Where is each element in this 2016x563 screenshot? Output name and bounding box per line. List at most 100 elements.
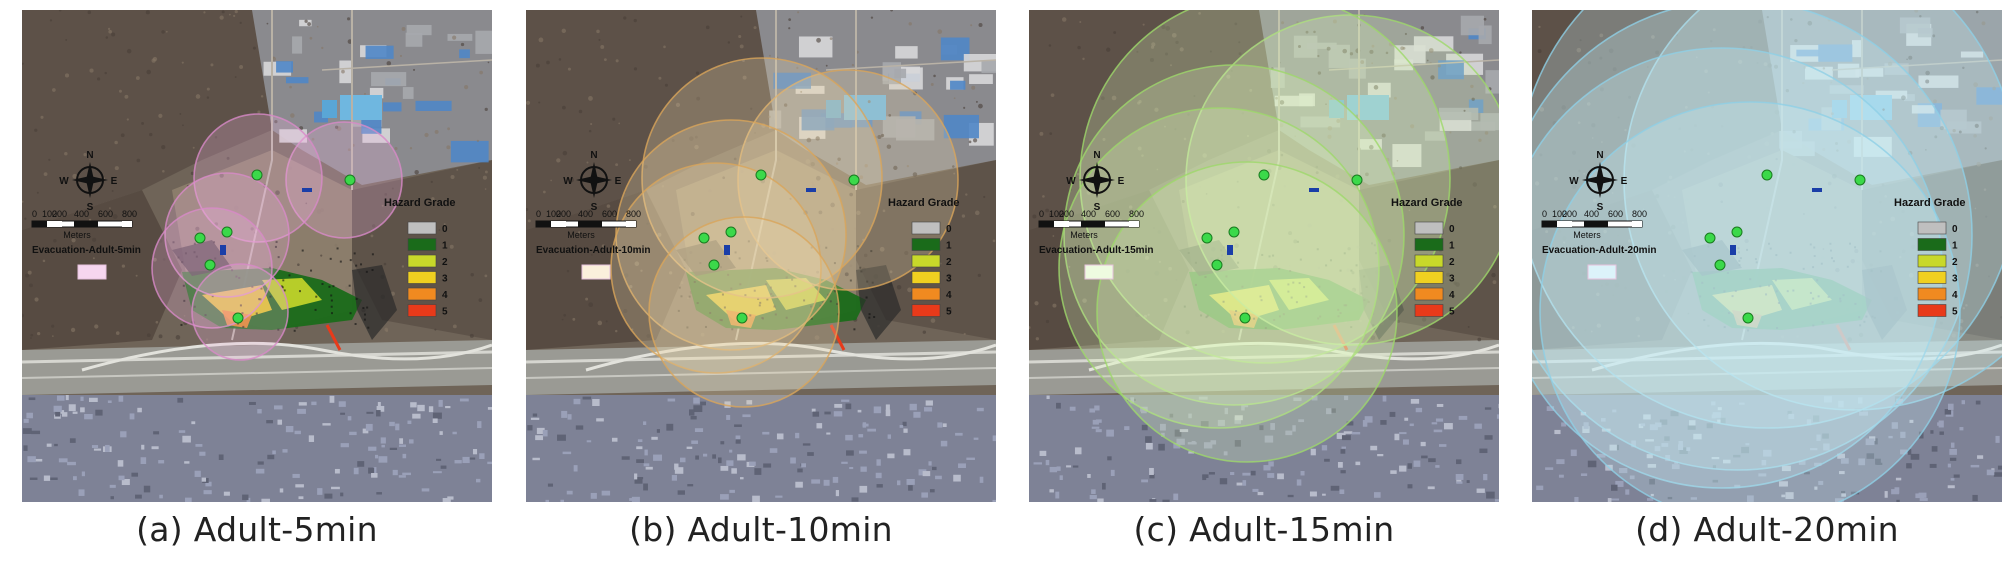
hazard-grade-swatch (1917, 238, 1947, 251)
shelter-point-icon (1239, 312, 1251, 324)
map-frame: N S E W 0 100 200 400 600 800 Meters Evacuation-Adu… (1532, 10, 2002, 502)
map-panel: N S E W 0 100 200 400 600 800 Meters Evacuation-Adu… (526, 10, 996, 549)
scale-tick-label: 800 (1632, 209, 1647, 219)
evacuation-legend-swatch (77, 264, 107, 280)
scale-tick-label: 400 (74, 209, 89, 219)
shelter-point-icon (1714, 259, 1726, 271)
shelter-point-icon (194, 232, 206, 244)
evacuation-legend-swatch (1587, 264, 1617, 280)
panel-caption: (b) Adult-10min (629, 510, 893, 549)
hazard-grade-legend: Hazard Grade 0 1 2 3 4 5 (384, 197, 456, 318)
compass-direction-label: S (1597, 202, 1604, 213)
map-frame: N S E W 0 100 200 400 600 800 Meters Evacuation-Adu… (22, 10, 492, 502)
hazard-area (676, 240, 901, 351)
scale-tick-label: 200 (556, 209, 571, 219)
hazard-grade-swatch (911, 221, 941, 235)
hazard-grade-label: 5 (442, 307, 448, 318)
evacuation-legend: Evacuation-Adult-15min (1039, 245, 1153, 280)
hazard-grade-swatch (407, 254, 437, 268)
hazard-grade-swatch (407, 287, 437, 301)
scale-unit-label: Meters (567, 230, 595, 240)
scale-tick-label: 0 (536, 209, 541, 219)
compass-direction-label: W (59, 176, 69, 187)
map-panel: N S E W 0 100 200 400 600 800 Meters Evacuation-Adu… (1532, 10, 2002, 549)
hazard-grade-label: 0 (1449, 224, 1455, 235)
shelter-point-icon (1854, 174, 1866, 186)
hazard-grade-swatch (407, 221, 437, 235)
hazard-grade-swatch (911, 287, 941, 301)
hazard-grade-label: 2 (1449, 257, 1455, 268)
evacuation-legend: Evacuation-Adult-20min (1542, 245, 1656, 280)
evacuation-legend: Evacuation-Adult-10min (536, 245, 650, 280)
shelter-point-icon (232, 312, 244, 324)
map-frame: N S E W 0 100 200 400 600 800 Meters Evacuation-Adu… (1029, 10, 1499, 502)
map-panel: N S E W 0 100 200 400 600 800 Meters Evacuation-Adu… (1029, 10, 1499, 549)
shelter-point-icon (1258, 169, 1270, 181)
north-arrow-icon: N S E W (563, 150, 621, 213)
compass-direction-label: W (563, 176, 573, 187)
hazard-grade-label: 5 (1952, 307, 1958, 318)
evacuation-legend-swatch (1084, 264, 1114, 280)
shelter-point-icon (1731, 226, 1743, 238)
hazard-grade-label: 0 (946, 224, 952, 235)
compass-direction-label: E (111, 176, 118, 187)
hazard-grade-legend: Hazard Grade 0 1 2 3 4 5 (1894, 197, 1966, 318)
evacuation-legend-title: Evacuation-Adult-15min (1039, 245, 1153, 256)
scale-tick-label: 200 (52, 209, 67, 219)
shelter-point-icon (1351, 174, 1363, 186)
compass-direction-label: E (1118, 176, 1125, 187)
hazard-grade-label: 1 (442, 241, 448, 252)
hazard-grade-legend: Hazard Grade 0 1 2 3 4 5 (888, 197, 960, 318)
hazard-grade-swatch (1917, 287, 1947, 301)
shelter-point-icon (848, 174, 860, 186)
shelter-point-icon (736, 312, 748, 324)
shelter-point-icon (1228, 226, 1240, 238)
hazard-grade-label: 4 (1449, 290, 1455, 301)
north-arrow-icon: N S E W (1569, 150, 1627, 213)
hazard-grade-swatch (407, 271, 437, 284)
panel-caption: (d) Adult-20min (1635, 510, 1899, 549)
hazard-grade-swatch (1414, 221, 1444, 235)
scale-tick-label: 200 (1562, 209, 1577, 219)
hazard-grade-label: 3 (442, 274, 448, 285)
shelter-point-icon (204, 259, 216, 271)
hazard-grade-label: 0 (442, 224, 448, 235)
compass-direction-label: E (1621, 176, 1628, 187)
hazard-grade-swatch (1917, 221, 1947, 235)
hazard-grade-swatch (1917, 254, 1947, 268)
scale-tick-label: 0 (32, 209, 37, 219)
hazard-grade-swatch (1414, 304, 1444, 317)
evacuation-legend: Evacuation-Adult-5min (32, 245, 141, 280)
hazard-grade-label: 5 (946, 307, 952, 318)
hazard-grade-label: 2 (442, 257, 448, 268)
shelter-point-icon (221, 226, 233, 238)
hazard-grade-swatch (1414, 254, 1444, 268)
shelter-point-icon (1742, 312, 1754, 324)
hazard-grade-label: 4 (1952, 290, 1958, 301)
hazard-area (172, 240, 397, 351)
hazard-grade-swatch (911, 304, 941, 317)
scale-unit-label: Meters (1070, 230, 1098, 240)
hazard-grade-label: 3 (1449, 274, 1455, 285)
shelter-point-icon (1761, 169, 1773, 181)
compass-direction-label: W (1066, 176, 1076, 187)
hazard-area (1682, 240, 1907, 351)
shelter-point-icon (725, 226, 737, 238)
scale-tick-label: 400 (1081, 209, 1096, 219)
hazard-grade-swatch (1414, 238, 1444, 251)
shelter-point-icon (1201, 232, 1213, 244)
shelter-point-icon (344, 174, 356, 186)
hazard-grade-swatch (1414, 271, 1444, 284)
north-arrow-icon: N S E W (1066, 150, 1124, 213)
scale-tick-label: 600 (1105, 209, 1120, 219)
panel-caption: (c) Adult-15min (1133, 510, 1395, 549)
hazard-grade-label: 0 (1952, 224, 1958, 235)
scale-unit-label: Meters (1573, 230, 1601, 240)
shelter-point-icon (698, 232, 710, 244)
hazard-grade-label: 3 (946, 274, 952, 285)
shelter-point-icon (1704, 232, 1716, 244)
